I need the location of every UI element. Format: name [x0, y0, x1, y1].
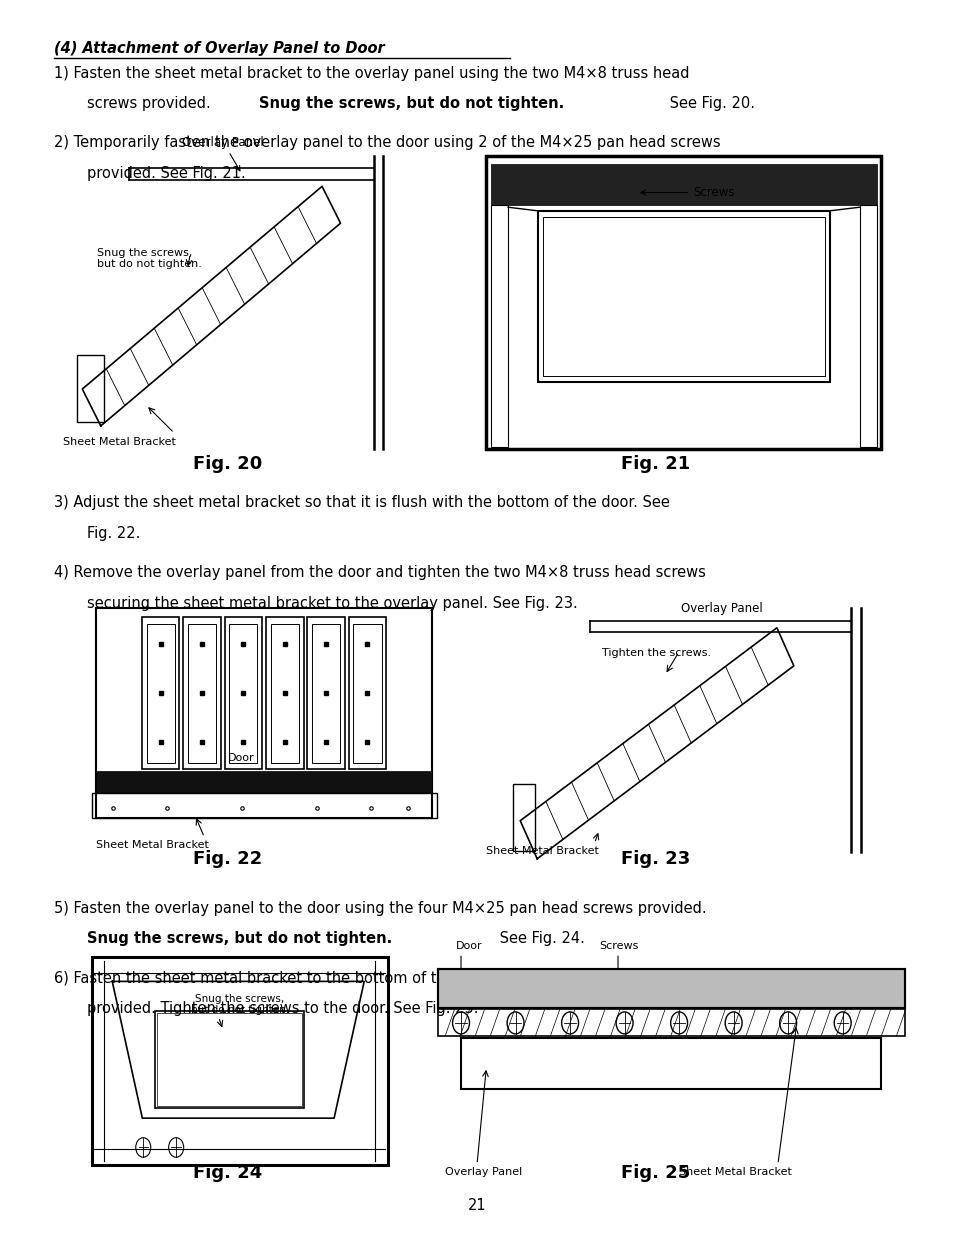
Text: 4) Remove the overlay panel from the door and tighten the two M4×8 truss head sc: 4) Remove the overlay panel from the doo… — [54, 564, 705, 580]
Text: Overlay Panel: Overlay Panel — [444, 1167, 521, 1177]
Text: screws provided.: screws provided. — [87, 96, 215, 111]
Bar — [224, 618, 262, 769]
Bar — [486, 156, 881, 450]
Text: Fig. 24: Fig. 24 — [193, 1163, 262, 1182]
Bar — [77, 354, 104, 422]
Text: Sheet Metal Bracket: Sheet Metal Bracket — [486, 846, 598, 856]
Bar — [512, 783, 535, 851]
Bar — [859, 205, 876, 447]
Bar — [437, 1009, 903, 1036]
Bar — [91, 793, 436, 818]
Bar — [157, 1013, 302, 1107]
Text: (4) Attachment of Overlay Panel to Door: (4) Attachment of Overlay Panel to Door — [54, 41, 384, 56]
Text: 3) Adjust the sheet metal bracket so that it is flush with the bottom of the doo: 3) Adjust the sheet metal bracket so tha… — [54, 495, 669, 510]
Bar — [91, 957, 387, 1165]
Bar — [491, 205, 508, 447]
Text: Fig. 22: Fig. 22 — [193, 850, 262, 868]
Text: 1) Fasten the sheet metal bracket to the overlay panel using the two M4×8 truss : 1) Fasten the sheet metal bracket to the… — [54, 65, 689, 80]
Text: Sheet Metal Bracket: Sheet Metal Bracket — [679, 1167, 791, 1177]
Bar — [542, 217, 824, 375]
Text: Door: Door — [228, 753, 254, 763]
Bar — [537, 211, 829, 382]
Bar — [96, 608, 432, 818]
Bar — [96, 772, 432, 793]
Text: Sheet Metal Bracket: Sheet Metal Bracket — [63, 437, 176, 447]
Text: Snug the screws,
but do not tighten.: Snug the screws, but do not tighten. — [97, 247, 202, 269]
Bar — [312, 624, 340, 763]
Text: Door: Door — [456, 941, 482, 951]
Text: Sheet Metal Bracket: Sheet Metal Bracket — [96, 840, 209, 850]
Bar — [348, 618, 386, 769]
Text: 5) Fasten the overlay panel to the door using the four M4×25 pan head screws pro: 5) Fasten the overlay panel to the door … — [54, 900, 706, 916]
Bar — [142, 618, 179, 769]
Text: Snug the screws, but do not tighten.: Snug the screws, but do not tighten. — [87, 931, 392, 946]
Text: Overlay Panel: Overlay Panel — [679, 601, 761, 615]
Text: Snug the screws,
but do not tighten.: Snug the screws, but do not tighten. — [191, 994, 289, 1015]
Bar — [353, 624, 381, 763]
Bar — [147, 624, 174, 763]
Text: 6) Fasten the sheet metal bracket to the bottom of the door with the three T2 sc: 6) Fasten the sheet metal bracket to the… — [54, 971, 678, 986]
Text: See Fig. 20.: See Fig. 20. — [664, 96, 754, 111]
Text: securing the sheet metal bracket to the overlay panel. See Fig. 23.: securing the sheet metal bracket to the … — [87, 595, 577, 610]
Bar — [229, 624, 257, 763]
Bar — [437, 969, 903, 1008]
Bar — [437, 969, 903, 1008]
Text: 21: 21 — [467, 1198, 486, 1214]
Bar — [307, 618, 345, 769]
Text: Fig. 20: Fig. 20 — [193, 456, 262, 473]
Text: Screws: Screws — [598, 941, 638, 951]
Text: Tighten the screws.: Tighten the screws. — [601, 648, 710, 658]
Text: Fig. 23: Fig. 23 — [620, 850, 690, 868]
Bar — [188, 624, 216, 763]
Bar — [155, 1010, 304, 1108]
Bar — [183, 618, 220, 769]
Text: provided. Tighten the screws to the door. See Fig. 25.: provided. Tighten the screws to the door… — [87, 1000, 477, 1016]
Text: Snug the screws, but do not tighten.: Snug the screws, but do not tighten. — [258, 96, 563, 111]
Bar — [271, 624, 298, 763]
Bar — [266, 618, 303, 769]
Text: Screws: Screws — [640, 186, 734, 199]
Bar — [460, 1037, 881, 1089]
Text: Overlay Panel: Overlay Panel — [182, 136, 264, 170]
Bar — [491, 164, 876, 205]
Text: 2) Temporarily fasten the overlay panel to the door using 2 of the M4×25 pan hea: 2) Temporarily fasten the overlay panel … — [54, 135, 720, 151]
Text: Fig. 25: Fig. 25 — [620, 1163, 690, 1182]
Text: See Fig. 24.: See Fig. 24. — [495, 931, 584, 946]
Text: Fig. 21: Fig. 21 — [620, 456, 690, 473]
Text: provided. See Fig. 21.: provided. See Fig. 21. — [87, 165, 245, 180]
Text: Fig. 22.: Fig. 22. — [87, 526, 140, 541]
